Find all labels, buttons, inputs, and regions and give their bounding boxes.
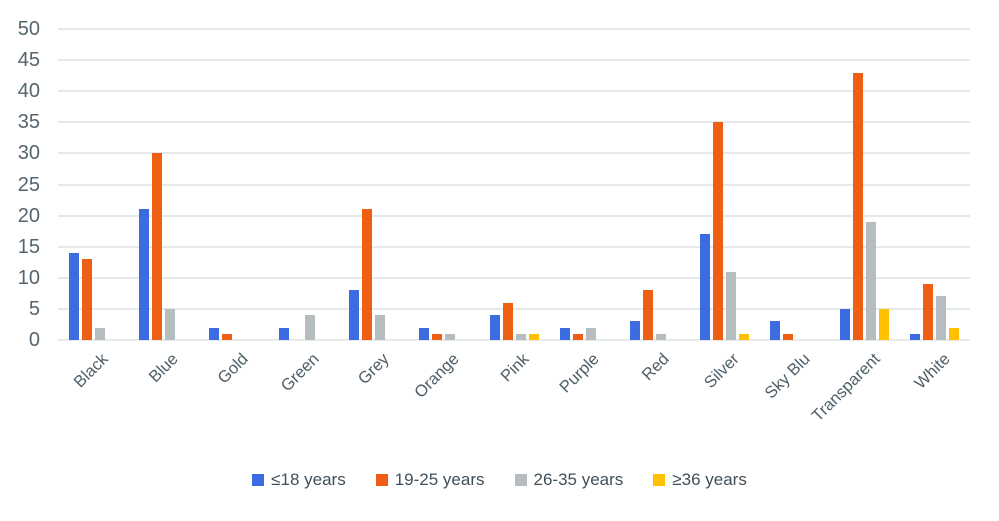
y-tick-label-0: 0 (28, 329, 40, 351)
gridline-25 (58, 183, 970, 186)
bar-orange-series-0 (419, 327, 430, 340)
legend-swatch-icon (252, 474, 265, 486)
bar-purple-series-1 (572, 333, 583, 340)
bar-grey-series-1 (362, 209, 373, 340)
bar-blue-series-2 (164, 308, 175, 340)
y-tick-label-35: 35 (17, 111, 40, 134)
gridline-10 (58, 276, 970, 279)
x-label-black: Black (70, 350, 112, 392)
bar-sky-blu-series-1 (783, 333, 794, 340)
legend-item-1: 19-25 years (375, 470, 485, 490)
gridline-35 (58, 121, 970, 124)
bar-purple-series-0 (559, 327, 570, 340)
bar-purple-series-2 (585, 327, 596, 340)
bar-silver-series-2 (725, 271, 736, 340)
bar-gold-series-1 (221, 333, 232, 340)
x-label-orange: Orange (410, 350, 463, 402)
bar-red-series-0 (629, 321, 640, 340)
bar-black-series-1 (81, 259, 92, 340)
bar-pink-series-1 (502, 302, 513, 340)
bar-grey-series-0 (349, 290, 360, 340)
bar-sky-blu-series-0 (770, 321, 781, 340)
y-tick-label-10: 10 (17, 266, 40, 289)
y-tick-label-45: 45 (17, 49, 40, 72)
x-label-grey: Grey (354, 350, 393, 389)
bar-grey-series-2 (375, 315, 386, 340)
x-label-silver: Silver (701, 350, 744, 392)
y-tick-label-50: 50 (17, 18, 40, 40)
bar-black-series-2 (94, 327, 105, 340)
legend-label: 19-25 years (394, 470, 485, 489)
x-label-blue: Blue (145, 350, 182, 387)
y-tick-label-30: 30 (17, 142, 40, 165)
gridline-40 (58, 90, 970, 93)
gridline-50 (58, 28, 970, 30)
bar-white-series-2 (936, 296, 947, 340)
bar-blue-series-0 (138, 209, 149, 340)
bar-red-series-2 (655, 333, 666, 340)
bar-transparent-series-0 (840, 308, 851, 340)
bar-black-series-0 (68, 252, 79, 340)
x-label-gold: Gold (214, 350, 253, 388)
x-label-green: Green (277, 350, 323, 396)
gridline-0 (58, 339, 970, 341)
legend-item-3: ≥36 years (653, 470, 747, 490)
x-label-white: White (911, 350, 954, 393)
x-label-red: Red (638, 350, 674, 385)
legend-label: ≤18 years (271, 470, 346, 489)
bar-transparent-series-2 (866, 221, 877, 340)
gridline-5 (58, 307, 970, 310)
legend-swatch-icon (514, 474, 527, 486)
legend-swatch-icon (375, 474, 388, 486)
bar-silver-series-3 (738, 333, 749, 340)
bar-white-series-1 (923, 284, 934, 340)
bar-blue-series-1 (151, 153, 162, 340)
gridline-15 (58, 245, 970, 248)
y-tick-label-5: 5 (28, 297, 40, 320)
x-label-transparent: Transparent (808, 350, 884, 426)
legend-item-0: ≤18 years (252, 470, 346, 490)
gridline-30 (58, 152, 970, 155)
y-tick-label-25: 25 (17, 173, 40, 196)
bar-white-series-0 (910, 333, 921, 340)
gridline-45 (58, 59, 970, 62)
x-label-purple: Purple (556, 350, 603, 397)
bar-pink-series-0 (489, 315, 500, 340)
bar-green-series-0 (279, 327, 290, 340)
bar-orange-series-2 (445, 333, 456, 340)
legend-swatch-icon (653, 474, 666, 486)
x-label-sky-blu: Sky Blu (761, 350, 814, 403)
bar-pink-series-2 (515, 333, 526, 340)
bar-transparent-series-3 (879, 308, 890, 340)
legend-label: 26-35 years (533, 470, 624, 489)
legend-item-2: 26-35 years (514, 470, 624, 490)
bar-transparent-series-1 (853, 72, 864, 340)
y-tick-label-40: 40 (17, 80, 40, 103)
bar-silver-series-1 (712, 122, 723, 340)
bar-red-series-1 (642, 290, 653, 340)
bar-orange-series-1 (432, 333, 443, 340)
bar-green-series-2 (305, 315, 316, 340)
gridline-20 (58, 214, 970, 217)
legend-label: ≥36 years (672, 470, 747, 489)
y-tick-label-15: 15 (17, 235, 40, 258)
bar-gold-series-0 (208, 327, 219, 340)
bar-white-series-3 (949, 327, 960, 340)
chart-legend: ≤18 years 19-25 years 26-35 years ≥36 years (0, 470, 999, 490)
y-tick-label-20: 20 (17, 204, 40, 227)
bar-silver-series-0 (699, 234, 710, 340)
x-label-pink: Pink (497, 350, 533, 386)
bar-pink-series-3 (528, 333, 539, 340)
